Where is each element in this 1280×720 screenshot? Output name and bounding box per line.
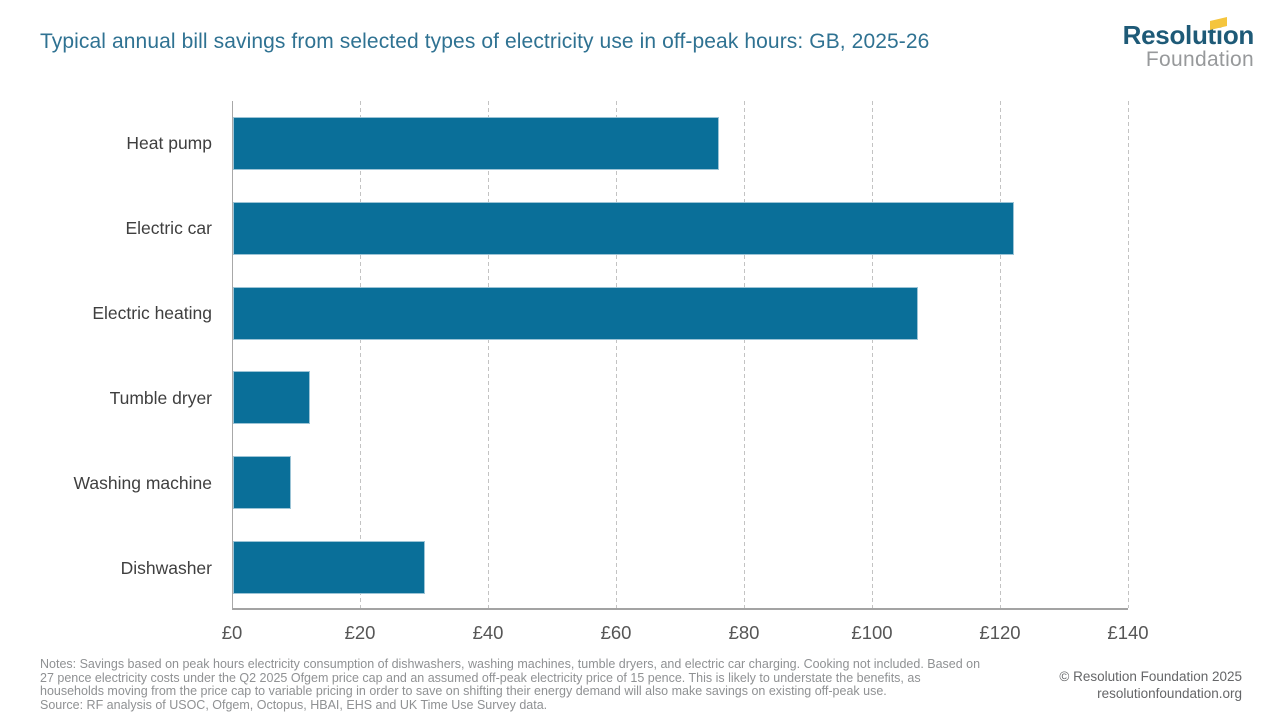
category-label: Washing machine bbox=[73, 472, 212, 493]
logo-brand-label: Resolution bbox=[1122, 20, 1255, 50]
category-label: Dishwasher bbox=[120, 557, 212, 578]
website-text: resolutionfoundation.org bbox=[1097, 685, 1242, 701]
gridline bbox=[616, 101, 617, 608]
bar-tumble-dryer bbox=[233, 371, 310, 425]
chart-notes: Notes: Savings based on peak hours elect… bbox=[40, 657, 1070, 712]
x-tick-label: £140 bbox=[1107, 622, 1149, 643]
x-tick-label: £0 bbox=[221, 622, 243, 643]
category-label: Heat pump bbox=[126, 133, 212, 154]
gridline bbox=[744, 101, 745, 608]
x-tick-label: £60 bbox=[600, 622, 632, 643]
source-line: Source: RF analysis of USOC, Ofgem, Octo… bbox=[40, 697, 548, 712]
x-tick-label: £100 bbox=[851, 622, 893, 643]
gridline bbox=[1000, 101, 1001, 608]
bar-dishwasher bbox=[233, 541, 425, 595]
logo-brand-text: Resolution bbox=[1122, 17, 1255, 50]
category-label: Electric car bbox=[125, 218, 212, 239]
bar-heat-pump bbox=[233, 116, 720, 170]
x-tick-label: £20 bbox=[344, 622, 376, 643]
plot-area bbox=[232, 101, 1129, 610]
logo-sub-text: Foundation bbox=[1145, 48, 1254, 71]
bar-electric-heating bbox=[233, 286, 918, 340]
x-tick-label: £40 bbox=[472, 622, 504, 643]
gridline bbox=[360, 101, 361, 608]
x-tick-label: £120 bbox=[979, 622, 1021, 643]
gridline bbox=[872, 101, 873, 608]
chart-title: Typical annual bill savings from selecte… bbox=[40, 30, 930, 53]
copyright-block: © Resolution Foundation 2025 resolutionf… bbox=[1059, 669, 1242, 702]
bar-washing-machine bbox=[233, 456, 291, 510]
notes-line: households moving from the price cap to … bbox=[40, 684, 887, 698]
x-tick-label: £80 bbox=[728, 622, 760, 643]
notes-line: Notes: Savings based on peak hours elect… bbox=[40, 657, 981, 671]
gridline bbox=[488, 101, 489, 608]
category-label: Tumble dryer bbox=[109, 387, 212, 408]
category-label: Electric heating bbox=[92, 303, 212, 324]
notes-line: 27 pence electricity costs under the Q2 … bbox=[40, 670, 921, 685]
gridline bbox=[1128, 101, 1129, 608]
copyright-text: © Resolution Foundation 2025 bbox=[1059, 669, 1242, 684]
resolution-foundation-logo: Resolution Foundation bbox=[1122, 17, 1255, 71]
bar-electric-car bbox=[233, 201, 1014, 255]
